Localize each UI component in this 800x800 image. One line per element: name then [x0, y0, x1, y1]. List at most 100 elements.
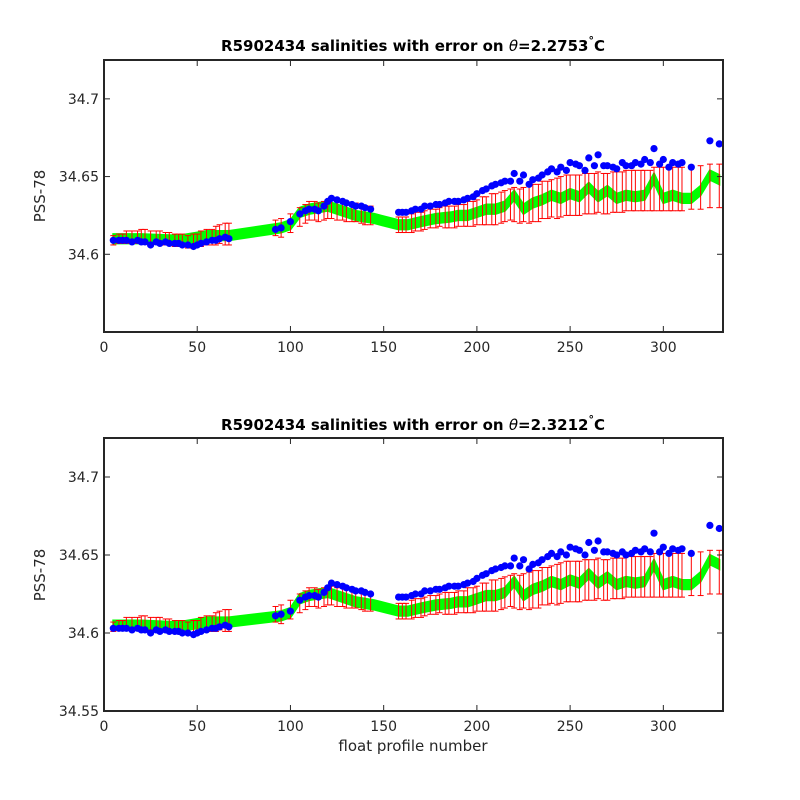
bottom-error-bar: [557, 562, 564, 604]
top-float-salinity-point: [147, 241, 155, 249]
bottom-float-salinity-point: [538, 556, 546, 564]
bottom-x-tick-label: 50: [188, 719, 206, 735]
bottom-x-tick-label: 300: [650, 719, 677, 735]
bottom-float-salinity-point: [529, 560, 537, 569]
bottom-error-bar: [548, 565, 555, 604]
bottom-float-salinity-point: [361, 588, 369, 597]
bottom-error-bar: [669, 552, 676, 598]
top-float-salinity-point: [581, 166, 589, 174]
bottom-error-bar: [470, 587, 477, 614]
top-error-bar: [651, 166, 658, 212]
bottom-error-bar: [520, 573, 527, 609]
top-float-salinity-point: [687, 163, 695, 171]
top-float-salinity-point: [445, 197, 453, 205]
bottom-error-bar: [585, 559, 592, 601]
bottom-title-prefix: R5902434 salinities with error on: [221, 416, 509, 434]
top-float-salinity-point: [197, 239, 205, 247]
top-error-bar: [641, 169, 648, 212]
bottom-float-salinity-point: [603, 548, 612, 556]
bottom-error-bar: [436, 593, 443, 614]
bottom-float-salinity-point: [491, 565, 500, 573]
bottom-error-bar: [539, 566, 546, 606]
bottom-float-salinity-point: [271, 612, 280, 620]
top-float-salinity-point: [165, 239, 173, 247]
bottom-error-bar: [455, 590, 462, 614]
top-y-tick-label: 34.6: [68, 247, 99, 263]
bottom-float-salinity-point: [501, 562, 509, 570]
top-float-salinity-point: [501, 177, 509, 185]
bottom-float-points-layer: [109, 521, 723, 639]
top-float-salinity-point: [352, 202, 360, 210]
top-x-tick-label: 0: [100, 340, 109, 356]
bottom-float-salinity-point: [715, 524, 723, 533]
top-float-salinity-point: [519, 171, 528, 179]
top-error-bar: [501, 190, 508, 223]
top-float-salinity-point: [141, 238, 149, 246]
top-float-salinity-point: [421, 202, 429, 210]
bottom-y-tick-label: 34.65: [59, 548, 99, 564]
top-title-theta: θ: [509, 37, 518, 55]
top-float-salinity-point: [454, 197, 462, 205]
top-float-salinity-point: [411, 205, 419, 213]
bottom-float-salinity-point: [296, 596, 304, 604]
top-x-tick-label: 100: [277, 340, 304, 356]
bottom-error-bar: [445, 591, 452, 615]
bottom-error-bar: [641, 556, 648, 598]
bottom-float-salinity-point: [352, 587, 360, 595]
bottom-error-bar: [632, 556, 639, 598]
top-float-salinity-point: [271, 225, 280, 233]
bottom-float-salinity-point: [426, 587, 434, 595]
top-float-salinity-point: [367, 205, 375, 213]
top-float-salinity-point: [603, 162, 612, 170]
top-float-salinity-point: [327, 194, 336, 202]
top-float-salinity-point: [361, 204, 369, 212]
top-error-bar: [492, 193, 499, 226]
bottom-x-tick-label: 200: [464, 719, 491, 735]
bottom-float-salinity-point: [687, 549, 695, 558]
bottom-float-salinity-point: [436, 585, 444, 593]
top-chart-panel: R5902434 salinities with error on θ=2.27…: [31, 34, 724, 356]
bottom-float-salinity-point: [669, 545, 677, 553]
bottom-error-bar: [595, 557, 602, 600]
top-axes-frame: [103, 59, 724, 333]
top-x-tick-label: 50: [188, 340, 206, 356]
top-float-salinity-point: [225, 235, 233, 243]
top-float-salinity-point: [426, 202, 434, 210]
bottom-float-salinity-point: [454, 582, 462, 590]
top-error-bar: [678, 166, 685, 212]
top-error-bar: [483, 196, 490, 226]
bottom-float-salinity-point: [510, 554, 518, 562]
top-error-bar: [451, 205, 458, 229]
top-error-bar: [567, 174, 574, 216]
bottom-float-salinity-point: [566, 543, 574, 551]
bottom-float-salinity-point: [286, 607, 294, 615]
bottom-y-tick-label: 34.6: [68, 626, 99, 642]
top-plot-area: [109, 137, 723, 251]
top-float-salinity-point: [646, 159, 654, 167]
top-float-salinity-point: [510, 169, 518, 178]
top-float-salinity-point: [128, 238, 136, 246]
bottom-error-bar: [507, 574, 514, 607]
bottom-error-bar: [535, 570, 542, 609]
top-error-bar: [548, 179, 555, 218]
top-error-bar: [604, 172, 611, 215]
top-float-salinity-point: [678, 159, 686, 167]
top-float-salinity-point: [706, 137, 714, 145]
top-y-tick-label: 34.65: [59, 170, 99, 186]
top-float-salinity-point: [296, 210, 304, 218]
bottom-error-bar: [408, 599, 415, 620]
top-float-salinity-point: [305, 205, 313, 213]
bottom-error-bar: [706, 549, 713, 595]
bottom-error-bar: [473, 585, 480, 612]
bottom-float-salinity-point: [631, 546, 640, 554]
bottom-error-bar: [403, 602, 410, 620]
top-ticks-layer: 0 50 100 150 200 250 300 34.6 34.65 34.7: [59, 60, 723, 356]
bottom-x-tick-label: 250: [557, 719, 584, 735]
bottom-float-salinity-point: [147, 629, 155, 637]
bottom-error-bar: [432, 595, 439, 615]
top-y-tick-label: 34.7: [68, 92, 99, 108]
top-float-salinity-point: [631, 159, 640, 167]
top-float-salinity-point: [506, 177, 515, 185]
bottom-error-bar: [544, 566, 551, 606]
bottom-error-bar: [675, 552, 682, 598]
